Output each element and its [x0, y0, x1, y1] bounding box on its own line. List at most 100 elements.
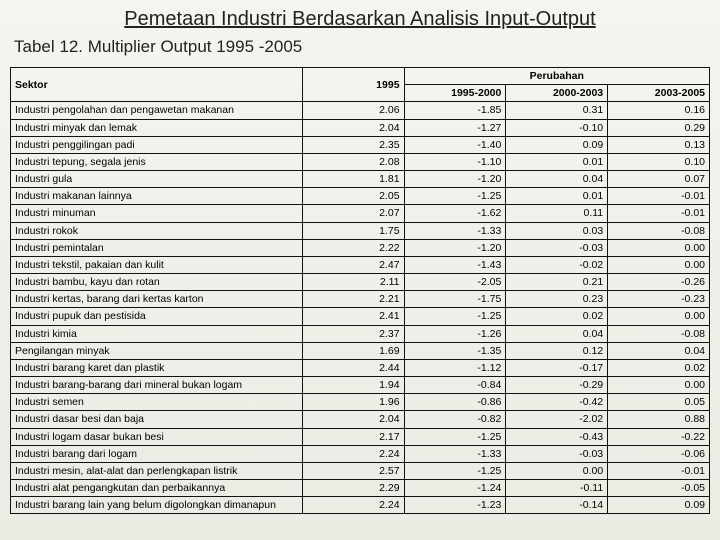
cell-1995: 2.24 — [302, 445, 404, 462]
cell-1995: 2.08 — [302, 153, 404, 170]
cell-sektor: Industri tepung, segala jenis — [11, 153, 303, 170]
cell-2003-2005: -0.26 — [608, 274, 710, 291]
cell-2000-2003: -0.02 — [506, 256, 608, 273]
table-row: Industri tepung, segala jenis2.08-1.100.… — [11, 153, 710, 170]
cell-1995-2000: -1.25 — [404, 462, 506, 479]
cell-sektor: Industri pengolahan dan pengawetan makan… — [11, 102, 303, 119]
cell-2003-2005: 0.07 — [608, 171, 710, 188]
cell-2000-2003: -0.03 — [506, 445, 608, 462]
cell-2003-2005: -0.01 — [608, 462, 710, 479]
cell-2003-2005: -0.08 — [608, 222, 710, 239]
cell-1995: 2.21 — [302, 291, 404, 308]
cell-1995: 1.69 — [302, 342, 404, 359]
cell-1995-2000: -1.25 — [404, 308, 506, 325]
cell-1995: 2.11 — [302, 274, 404, 291]
cell-2003-2005: 0.00 — [608, 377, 710, 394]
cell-1995-2000: -1.20 — [404, 239, 506, 256]
cell-sektor: Industri semen — [11, 394, 303, 411]
table-body: Industri pengolahan dan pengawetan makan… — [11, 102, 710, 514]
cell-2000-2003: 0.12 — [506, 342, 608, 359]
cell-1995-2000: -1.33 — [404, 222, 506, 239]
page-title: Pemetaan Industri Berdasarkan Analisis I… — [0, 0, 720, 33]
cell-sektor: Industri penggilingan padi — [11, 136, 303, 153]
cell-2000-2003: 0.11 — [506, 205, 608, 222]
cell-1995: 2.41 — [302, 308, 404, 325]
cell-1995: 2.06 — [302, 102, 404, 119]
cell-1995: 2.47 — [302, 256, 404, 273]
cell-1995-2000: -0.84 — [404, 377, 506, 394]
cell-1995-2000: -1.33 — [404, 445, 506, 462]
cell-sektor: Industri kimia — [11, 325, 303, 342]
cell-2000-2003: 0.03 — [506, 222, 608, 239]
table-row: Industri penggilingan padi2.35-1.400.090… — [11, 136, 710, 153]
cell-1995-2000: -1.25 — [404, 188, 506, 205]
col-2000-2003: 2000-2003 — [506, 85, 608, 102]
cell-1995-2000: -1.23 — [404, 497, 506, 514]
cell-sektor: Industri mesin, alat-alat dan perlengkap… — [11, 462, 303, 479]
cell-2003-2005: 0.02 — [608, 359, 710, 376]
cell-sektor: Industri barang dari logam — [11, 445, 303, 462]
cell-2003-2005: 0.04 — [608, 342, 710, 359]
cell-1995-2000: -1.12 — [404, 359, 506, 376]
cell-2000-2003: -0.14 — [506, 497, 608, 514]
col-1995-2000: 1995-2000 — [404, 85, 506, 102]
cell-2000-2003: 0.01 — [506, 153, 608, 170]
cell-2000-2003: -2.02 — [506, 411, 608, 428]
cell-sektor: Industri barang-barang dari mineral buka… — [11, 377, 303, 394]
cell-2000-2003: -0.11 — [506, 480, 608, 497]
table-row: Industri rokok1.75-1.330.03-0.08 — [11, 222, 710, 239]
cell-2003-2005: 0.09 — [608, 497, 710, 514]
table-row: Industri barang dari logam2.24-1.33-0.03… — [11, 445, 710, 462]
cell-1995-2000: -1.25 — [404, 428, 506, 445]
cell-sektor: Industri pemintalan — [11, 239, 303, 256]
cell-1995-2000: -2.05 — [404, 274, 506, 291]
cell-sektor: Industri minyak dan lemak — [11, 119, 303, 136]
table-row: Industri pemintalan2.22-1.20-0.030.00 — [11, 239, 710, 256]
cell-2000-2003: 0.01 — [506, 188, 608, 205]
cell-2000-2003: -0.17 — [506, 359, 608, 376]
cell-1995-2000: -1.10 — [404, 153, 506, 170]
cell-1995-2000: -0.86 — [404, 394, 506, 411]
cell-2003-2005: 0.00 — [608, 239, 710, 256]
cell-1995-2000: -1.40 — [404, 136, 506, 153]
cell-1995: 1.96 — [302, 394, 404, 411]
table-row: Industri makanan lainnya2.05-1.250.01-0.… — [11, 188, 710, 205]
cell-2003-2005: 0.16 — [608, 102, 710, 119]
table-row: Industri alat pengangkutan dan perbaikan… — [11, 480, 710, 497]
cell-2003-2005: -0.05 — [608, 480, 710, 497]
cell-2003-2005: -0.01 — [608, 188, 710, 205]
table-row: Industri semen1.96-0.86-0.420.05 — [11, 394, 710, 411]
cell-2000-2003: 0.09 — [506, 136, 608, 153]
table-title: Tabel 12. Multiplier Output 1995 -2005 — [0, 33, 720, 67]
cell-2003-2005: -0.08 — [608, 325, 710, 342]
cell-sektor: Industri dasar besi dan baja — [11, 411, 303, 428]
cell-sektor: Industri barang karet dan plastik — [11, 359, 303, 376]
col-group-perubahan: Perubahan — [404, 68, 709, 85]
table-row: Industri bambu, kayu dan rotan2.11-2.050… — [11, 274, 710, 291]
cell-1995-2000: -1.24 — [404, 480, 506, 497]
table-row: Industri tekstil, pakaian dan kulit2.47-… — [11, 256, 710, 273]
cell-2000-2003: 0.00 — [506, 462, 608, 479]
cell-1995: 2.37 — [302, 325, 404, 342]
cell-1995: 1.81 — [302, 171, 404, 188]
cell-sektor: Industri barang lain yang belum digolong… — [11, 497, 303, 514]
cell-1995: 2.05 — [302, 188, 404, 205]
table-row: Industri pengolahan dan pengawetan makan… — [11, 102, 710, 119]
cell-2000-2003: -0.29 — [506, 377, 608, 394]
cell-1995-2000: -0.82 — [404, 411, 506, 428]
cell-sektor: Industri rokok — [11, 222, 303, 239]
cell-sektor: Pengilangan minyak — [11, 342, 303, 359]
cell-2000-2003: 0.02 — [506, 308, 608, 325]
table-row: Industri dasar besi dan baja2.04-0.82-2.… — [11, 411, 710, 428]
cell-1995-2000: -1.27 — [404, 119, 506, 136]
cell-2003-2005: -0.06 — [608, 445, 710, 462]
cell-2000-2003: 0.21 — [506, 274, 608, 291]
cell-2003-2005: 0.00 — [608, 256, 710, 273]
table-row: Industri barang-barang dari mineral buka… — [11, 377, 710, 394]
cell-sektor: Industri minuman — [11, 205, 303, 222]
table-row: Industri kimia2.37-1.260.04-0.08 — [11, 325, 710, 342]
multiplier-output-table: Sektor 1995 Perubahan 1995-2000 2000-200… — [10, 67, 710, 514]
cell-1995: 2.57 — [302, 462, 404, 479]
cell-sektor: Industri kertas, barang dari kertas kart… — [11, 291, 303, 308]
cell-2000-2003: -0.03 — [506, 239, 608, 256]
